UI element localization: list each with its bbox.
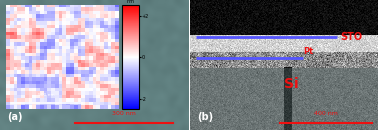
- Text: Si: Si: [284, 77, 299, 92]
- Text: 400 nm: 400 nm: [314, 111, 338, 116]
- Text: Pt: Pt: [303, 47, 313, 57]
- Text: (b): (b): [197, 112, 214, 122]
- Text: 300 nm: 300 nm: [112, 111, 136, 116]
- Text: (a): (a): [8, 112, 23, 122]
- Text: STO: STO: [340, 32, 363, 42]
